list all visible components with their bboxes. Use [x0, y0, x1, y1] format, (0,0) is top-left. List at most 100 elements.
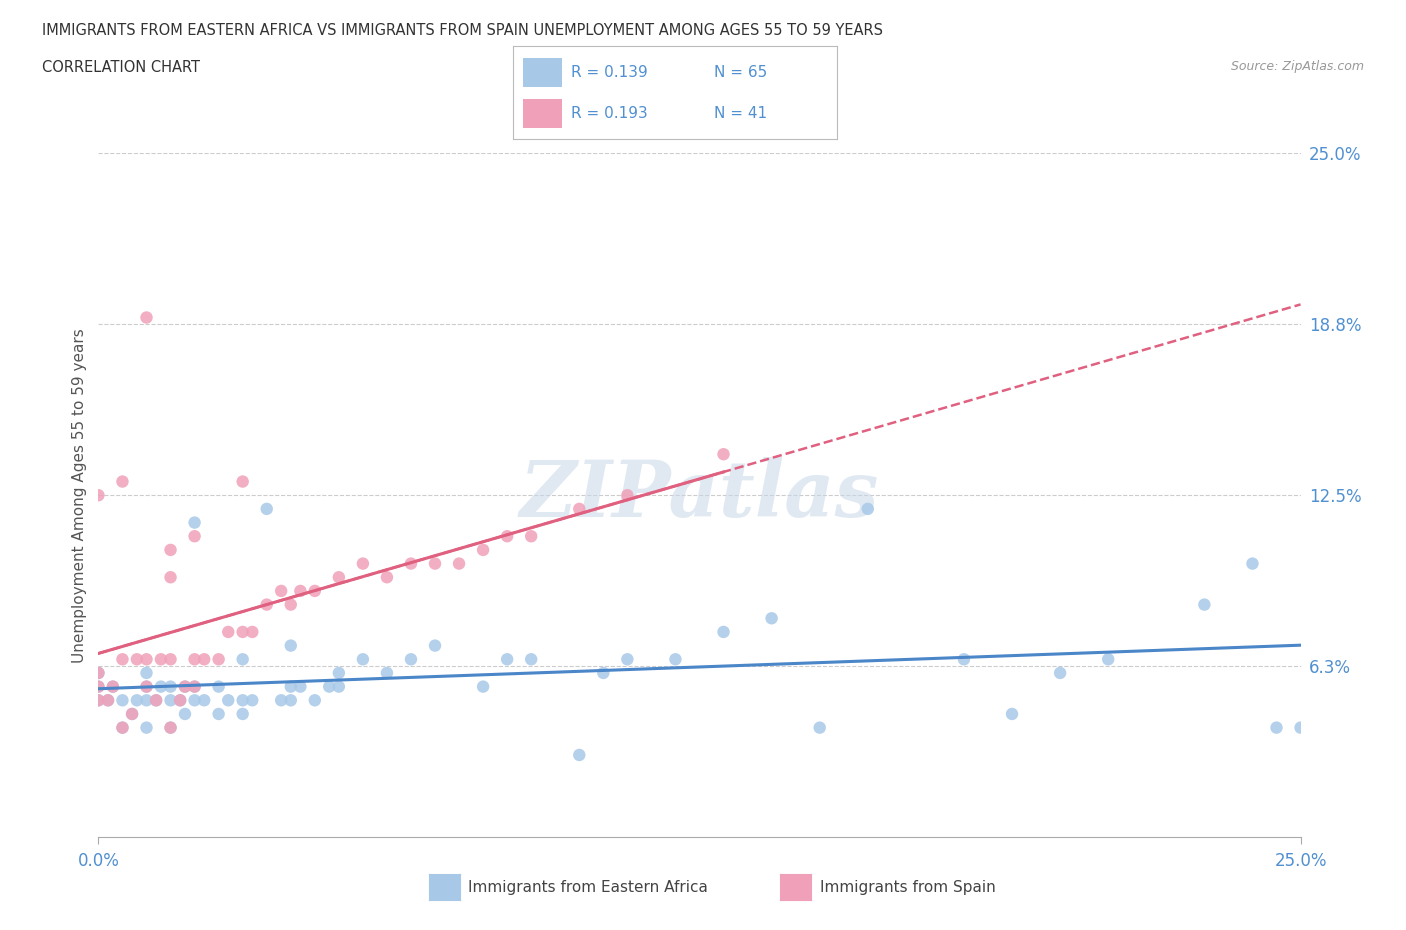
- Point: [270, 583, 292, 598]
- Point: [568, 501, 591, 516]
- Point: [183, 515, 205, 530]
- Text: Source: ZipAtlas.com: Source: ZipAtlas.com: [1230, 60, 1364, 73]
- Point: [183, 679, 205, 694]
- Point: [280, 597, 302, 612]
- Point: [232, 652, 254, 667]
- Point: [953, 652, 976, 667]
- Point: [328, 679, 350, 694]
- Point: [1241, 556, 1264, 571]
- Point: [232, 474, 254, 489]
- Point: [375, 570, 398, 585]
- Point: [270, 693, 292, 708]
- Point: [159, 652, 181, 667]
- Point: [121, 707, 143, 722]
- Bar: [523, 99, 562, 128]
- Point: [135, 666, 157, 681]
- Point: [399, 556, 422, 571]
- Point: [856, 501, 879, 516]
- Point: [125, 693, 148, 708]
- Point: [352, 652, 374, 667]
- Point: [97, 693, 120, 708]
- Point: [232, 625, 254, 640]
- Point: [87, 693, 110, 708]
- Point: [256, 597, 278, 612]
- Point: [111, 652, 134, 667]
- Point: [472, 679, 495, 694]
- Point: [290, 583, 312, 598]
- Point: [304, 583, 326, 598]
- Point: [520, 529, 543, 544]
- Point: [1097, 652, 1119, 667]
- Point: [256, 501, 278, 516]
- Point: [169, 693, 191, 708]
- Point: [149, 679, 172, 694]
- Text: IMMIGRANTS FROM EASTERN AFRICA VS IMMIGRANTS FROM SPAIN UNEMPLOYMENT AMONG AGES : IMMIGRANTS FROM EASTERN AFRICA VS IMMIGR…: [42, 23, 883, 38]
- Point: [208, 707, 231, 722]
- Point: [111, 474, 134, 489]
- Point: [149, 652, 172, 667]
- Point: [447, 556, 470, 571]
- Point: [145, 693, 167, 708]
- Text: N = 41: N = 41: [714, 106, 766, 121]
- Point: [423, 638, 446, 653]
- Point: [159, 570, 181, 585]
- Point: [713, 446, 735, 461]
- Point: [193, 652, 215, 667]
- Point: [159, 693, 181, 708]
- Point: [87, 693, 110, 708]
- Point: [101, 679, 124, 694]
- Text: ZIPatlas: ZIPatlas: [520, 457, 879, 534]
- Point: [290, 679, 312, 694]
- Point: [472, 542, 495, 557]
- Point: [423, 556, 446, 571]
- Point: [1001, 707, 1024, 722]
- Point: [352, 556, 374, 571]
- Point: [111, 720, 134, 735]
- Y-axis label: Unemployment Among Ages 55 to 59 years: Unemployment Among Ages 55 to 59 years: [72, 328, 87, 662]
- Point: [87, 679, 110, 694]
- Point: [520, 652, 543, 667]
- Point: [135, 310, 157, 325]
- Point: [193, 693, 215, 708]
- Point: [375, 666, 398, 681]
- Point: [280, 679, 302, 694]
- Point: [1049, 666, 1071, 681]
- Point: [159, 720, 181, 735]
- Point: [328, 570, 350, 585]
- Point: [496, 652, 519, 667]
- Point: [232, 693, 254, 708]
- Point: [399, 652, 422, 667]
- Point: [208, 652, 231, 667]
- Point: [713, 625, 735, 640]
- Point: [87, 488, 110, 503]
- Point: [208, 679, 231, 694]
- Point: [217, 625, 239, 640]
- Point: [280, 638, 302, 653]
- Text: R = 0.193: R = 0.193: [571, 106, 648, 121]
- Text: N = 65: N = 65: [714, 65, 766, 80]
- Point: [159, 679, 181, 694]
- Point: [664, 652, 686, 667]
- Point: [101, 679, 124, 694]
- Point: [568, 748, 591, 763]
- Point: [87, 666, 110, 681]
- Bar: [523, 58, 562, 87]
- Point: [87, 679, 110, 694]
- Point: [125, 652, 148, 667]
- Point: [97, 693, 120, 708]
- Point: [240, 693, 263, 708]
- Point: [280, 693, 302, 708]
- Point: [169, 693, 191, 708]
- Point: [1265, 720, 1288, 735]
- Point: [135, 679, 157, 694]
- Point: [761, 611, 783, 626]
- Point: [1194, 597, 1216, 612]
- Point: [1289, 720, 1312, 735]
- Point: [183, 693, 205, 708]
- Point: [616, 652, 638, 667]
- Point: [135, 679, 157, 694]
- Point: [183, 679, 205, 694]
- Point: [174, 679, 197, 694]
- Point: [183, 529, 205, 544]
- Point: [808, 720, 831, 735]
